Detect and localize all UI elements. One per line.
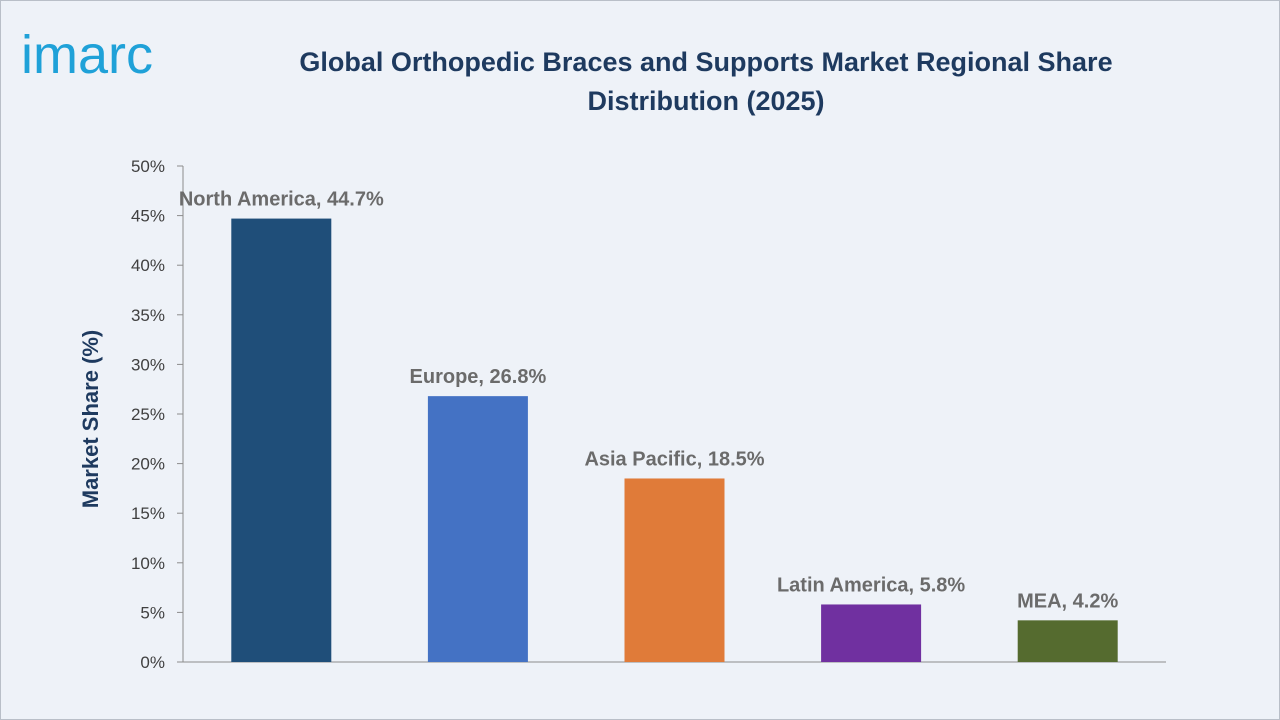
y-tick-label: 0% <box>140 653 165 672</box>
bar-mea <box>1017 620 1118 662</box>
y-tick-label: 25% <box>131 405 165 424</box>
y-tick-label: 30% <box>131 355 165 374</box>
data-label: Asia Pacific, 18.5% <box>584 448 764 470</box>
bar-asia-pacific <box>624 478 725 662</box>
y-tick-label: 10% <box>131 554 165 573</box>
y-tick-label: 45% <box>131 207 165 226</box>
y-tick-label: 20% <box>131 455 165 474</box>
imarc-logo: imarc <box>21 25 153 85</box>
y-axis-title: Market Share (%) <box>78 330 103 509</box>
imarc-logo-text: imarc <box>21 25 153 85</box>
chart-title: Global Orthopedic Braces and Supports Ma… <box>299 47 1113 116</box>
data-label: North America, 44.7% <box>179 189 384 211</box>
bar-latin-america <box>821 604 922 662</box>
y-tick-label: 5% <box>140 603 165 622</box>
data-label: Europe, 26.8% <box>410 366 547 388</box>
y-tick-label: 40% <box>131 256 165 275</box>
y-tick-label: 15% <box>131 504 165 523</box>
data-label: Latin America, 5.8% <box>777 574 965 596</box>
y-tick-label: 50% <box>131 157 165 176</box>
y-tick-label: 35% <box>131 306 165 325</box>
bar-north-america <box>231 218 332 663</box>
bar-europe <box>427 396 528 662</box>
data-label: MEA, 4.2% <box>1017 590 1118 612</box>
